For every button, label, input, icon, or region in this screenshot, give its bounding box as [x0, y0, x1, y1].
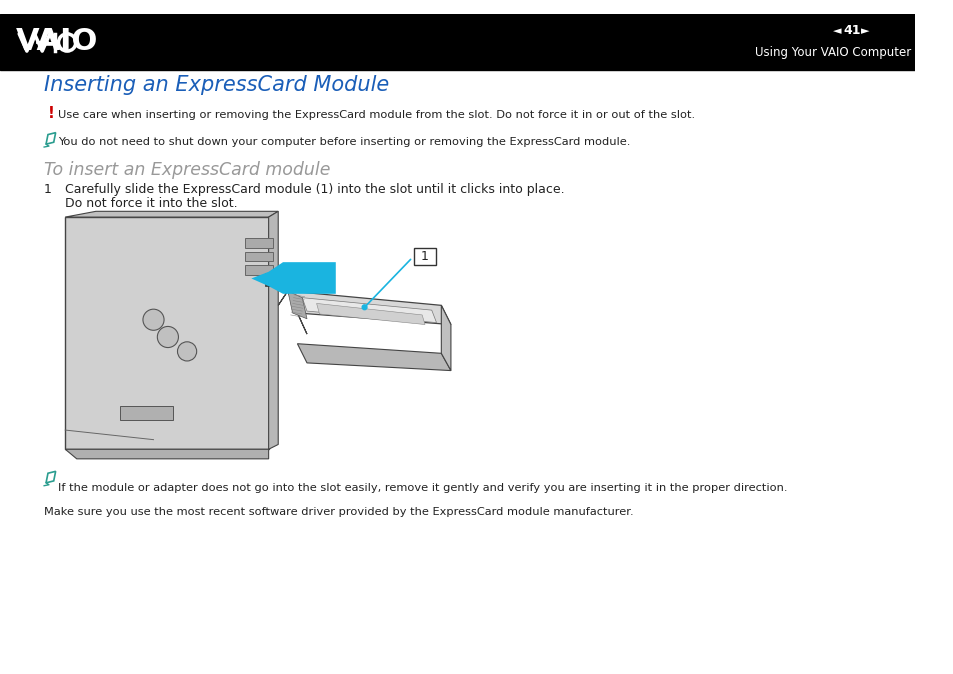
- Polygon shape: [297, 344, 451, 371]
- Bar: [265, 273, 279, 286]
- Text: ►: ►: [860, 26, 868, 36]
- Text: ◄: ◄: [832, 26, 841, 36]
- Text: Using Your VAIO Computer: Using Your VAIO Computer: [755, 46, 910, 59]
- Text: Make sure you use the most recent software driver provided by the ExpressCard mo: Make sure you use the most recent softwa…: [44, 507, 633, 517]
- Circle shape: [143, 309, 164, 330]
- Polygon shape: [251, 262, 335, 294]
- Text: 1: 1: [44, 183, 52, 197]
- Text: You do not need to shut down your computer before inserting or removing the Expr: You do not need to shut down your comput…: [57, 137, 629, 148]
- Polygon shape: [288, 291, 307, 319]
- Text: 41: 41: [842, 24, 860, 38]
- Text: 1: 1: [420, 250, 429, 263]
- Bar: [0, 13, 914, 70]
- Bar: [120, 406, 172, 421]
- Polygon shape: [65, 217, 269, 450]
- Circle shape: [177, 342, 196, 361]
- Text: Inserting an ExpressCard Module: Inserting an ExpressCard Module: [44, 75, 389, 95]
- Bar: [244, 265, 274, 274]
- Bar: [244, 238, 274, 248]
- Polygon shape: [288, 291, 451, 324]
- Polygon shape: [302, 298, 436, 323]
- Bar: [244, 251, 274, 262]
- Text: To insert an ExpressCard module: To insert an ExpressCard module: [44, 162, 331, 179]
- Circle shape: [157, 326, 178, 348]
- Polygon shape: [441, 305, 451, 371]
- Polygon shape: [269, 212, 278, 450]
- Polygon shape: [316, 303, 425, 324]
- FancyBboxPatch shape: [414, 248, 436, 265]
- Text: VAIO: VAIO: [15, 28, 97, 57]
- Text: If the module or adapter does not go into the slot easily, remove it gently and : If the module or adapter does not go int…: [57, 483, 786, 493]
- Text: Do not force it into the slot.: Do not force it into the slot.: [65, 197, 237, 210]
- Polygon shape: [65, 212, 278, 217]
- Circle shape: [362, 305, 367, 309]
- Text: Use care when inserting or removing the ExpressCard module from the slot. Do not: Use care when inserting or removing the …: [57, 110, 694, 119]
- Polygon shape: [65, 450, 269, 459]
- Text: Carefully slide the ExpressCard module (1) into the slot until it clicks into pl: Carefully slide the ExpressCard module (…: [65, 183, 564, 197]
- Polygon shape: [278, 291, 307, 334]
- Text: !: !: [48, 106, 54, 121]
